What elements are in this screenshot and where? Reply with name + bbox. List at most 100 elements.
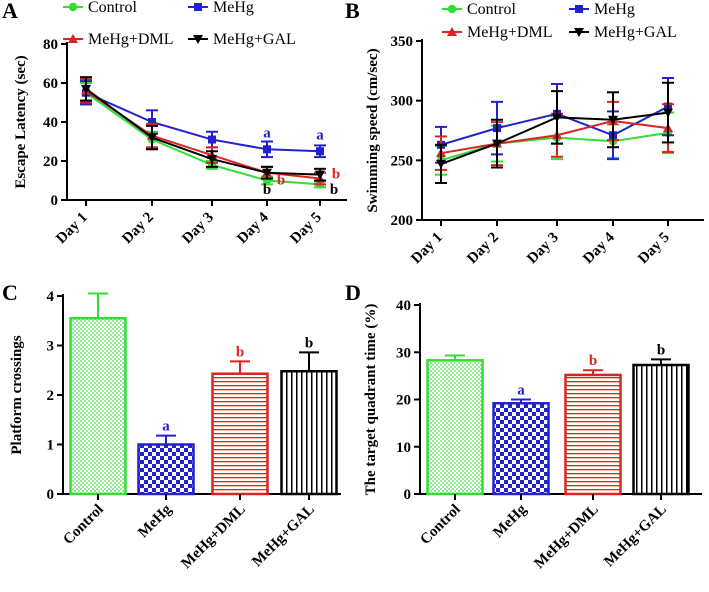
y-tick-label: 80 — [43, 37, 58, 53]
x-tick-label: Day 3 — [179, 210, 217, 248]
legend-label: Control — [88, 0, 137, 16]
bar-MeHg+GAL — [632, 363, 690, 496]
significance-label: b — [330, 182, 338, 198]
panel-letter: A — [2, 0, 18, 23]
legend-label: MeHg — [213, 0, 254, 16]
chart-panel-B: B 200 250 300 350 Swimming speed (cm/sec) Day … — [345, 0, 704, 267]
significance-label: a — [162, 419, 170, 435]
y-tick-label: 2 — [47, 388, 55, 404]
x-tick-label: MeHg — [135, 501, 175, 541]
y-axis-label: The target quadrant time (%) — [363, 304, 379, 496]
y-tick-label: 30 — [396, 345, 411, 361]
bar-MeHg+DML — [564, 373, 622, 496]
x-tick-label: Day 5 — [287, 210, 325, 248]
bar-MeHg — [492, 402, 550, 496]
legend-marker — [447, 4, 457, 14]
data-point — [608, 115, 618, 125]
legend-marker — [193, 35, 203, 44]
series-line-Control — [85, 91, 321, 186]
legend-label: MeHg+DML — [467, 24, 552, 41]
legend-marker — [447, 27, 457, 36]
data-point — [148, 118, 156, 126]
significance-label: b — [305, 335, 313, 351]
data-point — [262, 168, 272, 178]
legend-label: MeHg+GAL — [594, 24, 677, 41]
x-tick-label: MeHg+GAL — [249, 502, 318, 571]
legend-marker — [575, 5, 583, 13]
x-tick-label: Day 1 — [408, 230, 446, 268]
chart-panel-D: D 0 10 20 30 40 The target quadrant time (%) Co… — [345, 280, 702, 572]
series-line-MeHg — [85, 91, 321, 153]
significance-label: b — [657, 342, 665, 358]
x-tick-label: Control — [417, 502, 463, 548]
y-tick-label: 4 — [47, 289, 55, 305]
y-tick-label: 0 — [51, 193, 59, 209]
significance-label: b — [589, 353, 597, 369]
y-axis-label: Swimming speed (cm/sec) — [365, 48, 381, 212]
legend-label: MeHg — [594, 1, 635, 18]
x-tick-label: Day 1 — [53, 210, 91, 248]
legend-marker — [194, 3, 202, 11]
x-tick-label: Day 5 — [635, 230, 673, 268]
y-tick-label: 60 — [43, 76, 58, 92]
data-point — [552, 113, 562, 123]
significance-label: a — [316, 128, 324, 144]
legend-label: MeHg+DML — [88, 31, 173, 48]
bar-Control — [69, 317, 127, 496]
y-tick-label: 200 — [391, 213, 414, 229]
data-point — [207, 155, 217, 165]
y-tick-label: 0 — [47, 487, 55, 503]
panel-letter: B — [345, 0, 360, 23]
significance-label: b — [332, 167, 340, 183]
x-tick-label: Day 3 — [524, 230, 562, 268]
y-tick-label: 3 — [47, 339, 55, 355]
data-point — [208, 135, 216, 144]
significance-label: a — [263, 126, 271, 142]
y-tick-label: 20 — [396, 393, 411, 409]
y-tick-label: 1 — [47, 438, 55, 454]
data-point — [436, 159, 446, 169]
significance-label: b — [277, 172, 285, 188]
legend-marker — [68, 2, 78, 12]
x-tick-label: Control — [60, 502, 106, 548]
x-tick-label: MeHg+DML — [178, 502, 248, 572]
y-tick-label: 350 — [391, 34, 414, 50]
x-tick-label: MeHg+GAL — [601, 502, 670, 571]
y-tick-label: 300 — [391, 94, 414, 110]
y-tick-label: 250 — [391, 153, 414, 169]
panel-letter: D — [345, 280, 361, 305]
y-axis-label: Escape Latency (sec) — [13, 55, 29, 188]
x-tick-label: Day 4 — [234, 209, 272, 247]
legend-marker — [574, 28, 584, 37]
x-tick-label: MeHg+DML — [531, 502, 601, 572]
bar-Control — [426, 359, 484, 496]
bar-MeHg — [137, 443, 195, 496]
series-line-MeHg+DML — [85, 89, 321, 180]
data-point — [316, 147, 324, 156]
y-tick-label: 0 — [404, 487, 412, 503]
data-point — [263, 145, 271, 154]
data-point — [492, 139, 502, 149]
chart-panel-A: A 0 20 40 60 80 Escape Latency (sec) Day 1 Day 2… — [2, 0, 347, 247]
legend-label: Control — [467, 1, 516, 18]
x-tick-label: MeHg — [490, 501, 530, 541]
significance-label: a — [517, 383, 525, 399]
data-point — [147, 133, 157, 143]
x-tick-label: Day 4 — [580, 229, 618, 267]
y-tick-label: 10 — [396, 440, 411, 456]
bar-MeHg+GAL — [280, 369, 338, 496]
y-axis-label: Platform crossings — [9, 335, 25, 454]
x-tick-label: Day 2 — [464, 230, 502, 268]
data-point — [315, 170, 325, 180]
y-tick-label: 40 — [43, 115, 58, 131]
legend-marker — [68, 34, 78, 43]
bar-MeHg+DML — [211, 372, 269, 496]
panel-letter: C — [2, 280, 18, 305]
legend-label: MeHg+GAL — [213, 31, 296, 48]
significance-label: b — [236, 344, 244, 360]
data-point — [81, 84, 91, 94]
data-point — [663, 108, 673, 118]
y-tick-label: 40 — [396, 298, 411, 314]
